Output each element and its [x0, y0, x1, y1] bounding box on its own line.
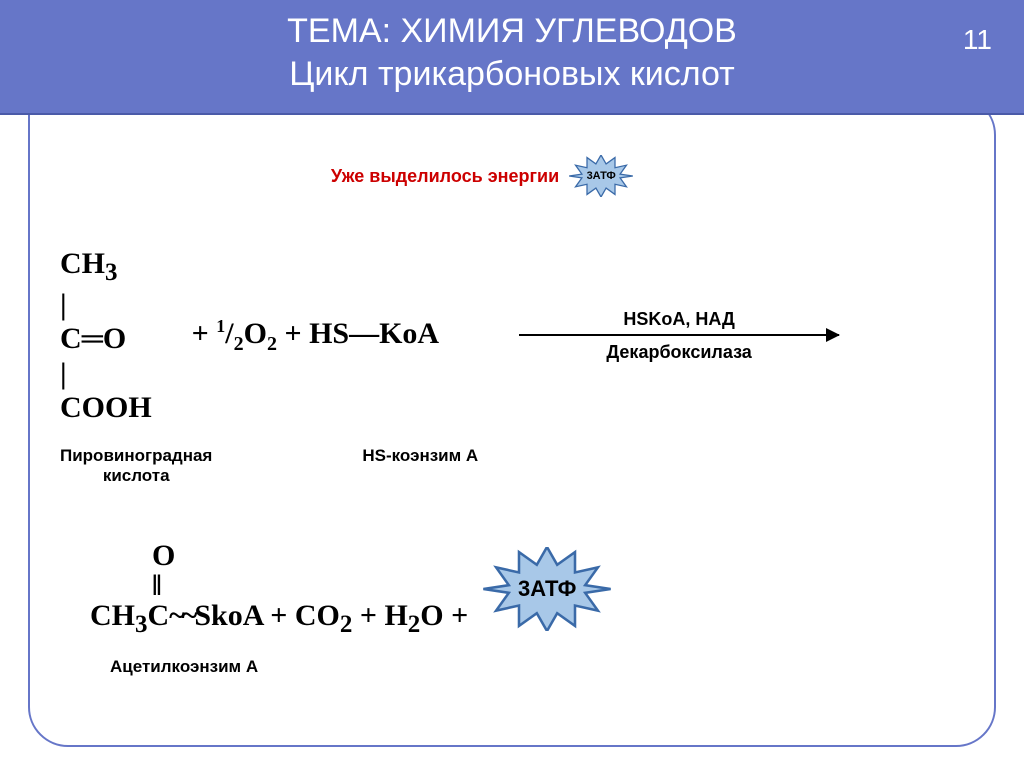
slide-header: ТЕМА: ХИМИЯ УГЛЕВОДОВ Цикл трикарбоновых… [0, 0, 1024, 115]
pyruvate-formula: CH3 | C═O | COOH [60, 247, 152, 426]
acetyl-label: Ацетилкоэнзим А [110, 657, 964, 677]
arrow-icon [519, 334, 839, 336]
title-main: ТЕМА: ХИМИЯ УГЛЕВОДОВ [0, 12, 1024, 51]
title-sub: Цикл трикарбоновых кислот [0, 55, 1024, 94]
reagents-1: + 1/2O2 + HS—KoA [192, 316, 439, 356]
atp-badge-small-label: 3АТФ [587, 170, 616, 182]
hskoa-label: HS-коэнзим А [362, 446, 478, 486]
arrow-top-label: HSKoA, НАД [623, 309, 735, 330]
atp-badge-big-label: 3АТФ [518, 576, 576, 602]
arrow-bottom-label: Декарбоксилаза [606, 342, 751, 363]
reaction-1: CH3 | C═O | COOH + 1/2O2 + HS—KoA HSKoA,… [60, 247, 964, 426]
energy-text: Уже выделилось энергии [331, 166, 559, 187]
energy-row: Уже выделилось энергии 3АТФ [0, 155, 964, 197]
labels-row-1: Пировинограднаякислота HS-коэнзим А [60, 446, 964, 486]
acetyl-formula: O ‖ CH3C~~SkoA + CO2 + H2O + [90, 541, 468, 637]
pyruvate-label: Пировинограднаякислота [60, 446, 212, 486]
content-area: Уже выделилось энергии 3АТФ CH3 | C═O | … [0, 115, 1024, 717]
reaction-arrow-block: HSKoA, НАД Декарбоксилаза [519, 309, 839, 363]
reaction-2: O ‖ CH3C~~SkoA + CO2 + H2O + 3АТФ [90, 541, 964, 637]
atp-badge-small: 3АТФ [569, 155, 633, 197]
slide-number: 11 [963, 24, 992, 56]
atp-badge-big: 3АТФ [482, 547, 612, 631]
